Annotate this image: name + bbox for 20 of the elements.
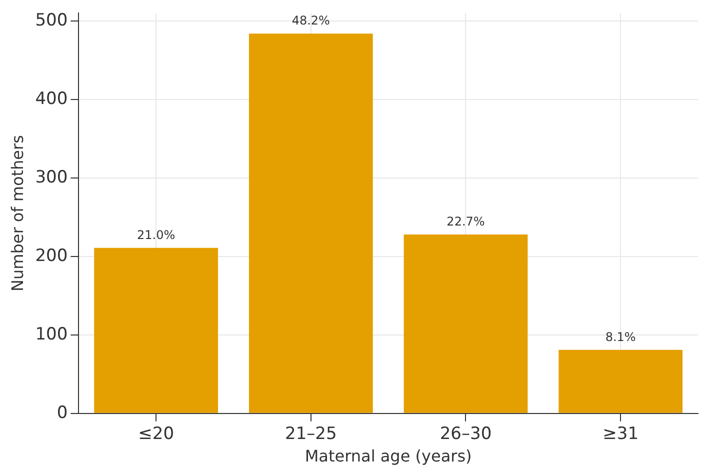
- x-tick-label: ≤20: [138, 424, 174, 444]
- annotation: 21.0%: [137, 228, 176, 242]
- bar: [404, 234, 528, 413]
- annotation: 8.1%: [605, 330, 636, 344]
- y-tick-label: 500: [35, 10, 68, 30]
- bar: [94, 248, 218, 413]
- annotation: 22.7%: [446, 214, 485, 229]
- y-tick-label: 0: [56, 402, 68, 423]
- bar: [558, 350, 683, 413]
- y-tick-label: 200: [35, 246, 68, 266]
- y-tick-label: 400: [35, 88, 68, 109]
- annotation: 48.2%: [292, 14, 330, 28]
- x-axis-title: Maternal age (years): [304, 446, 472, 466]
- y-axis-title: Number of mothers: [8, 135, 27, 292]
- y-tick-label: 300: [35, 167, 68, 188]
- x-tick-label: ≥31: [602, 424, 639, 444]
- x-tick-label: 21–25: [285, 424, 337, 444]
- x-tick-label: 26–30: [440, 424, 492, 444]
- y-tick-label: 100: [35, 324, 68, 344]
- bar: [248, 34, 373, 413]
